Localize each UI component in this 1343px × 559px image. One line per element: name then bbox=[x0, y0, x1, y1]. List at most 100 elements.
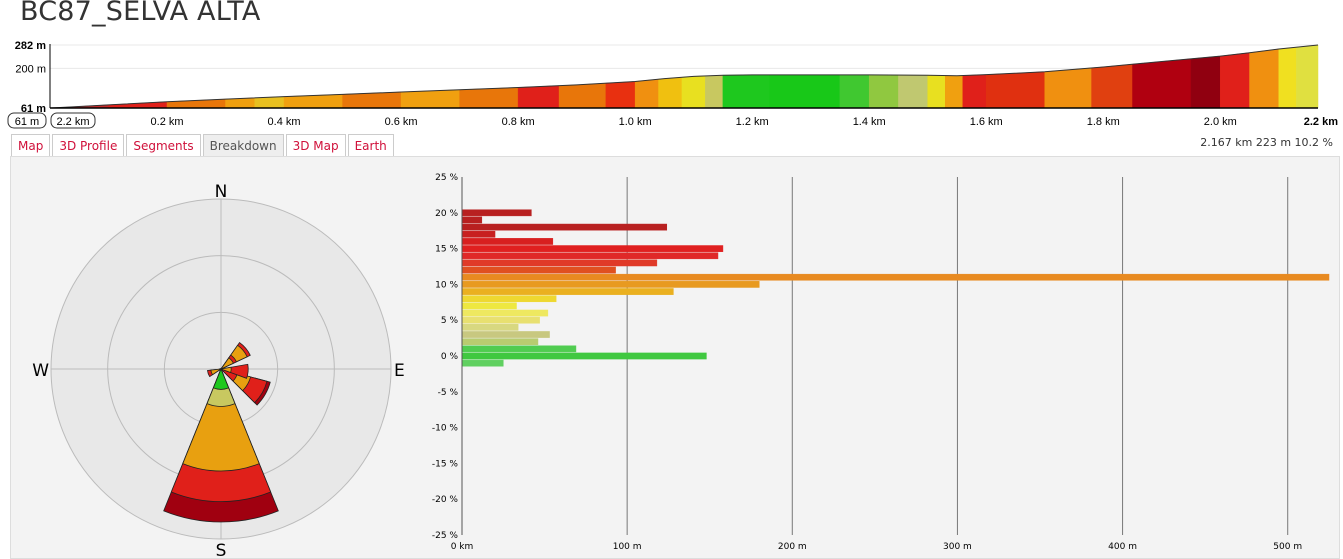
profile-x-tick-label: 0.4 km bbox=[268, 116, 301, 128]
profile-gradient-segment bbox=[1132, 58, 1192, 109]
histogram-bar bbox=[461, 281, 760, 288]
compass-north-label: N bbox=[215, 182, 228, 202]
direction-rose-chart: N S E W bbox=[32, 182, 405, 559]
tab-3d-profile[interactable]: 3D Profile bbox=[52, 134, 125, 157]
profile-gradient-segment bbox=[459, 87, 519, 109]
tab-earth[interactable]: Earth bbox=[347, 134, 394, 157]
histogram-y-tick-label: -25 % bbox=[432, 531, 459, 541]
profile-gradient-segment bbox=[1278, 46, 1297, 109]
rose-sector bbox=[219, 357, 234, 370]
histogram-y-tick-label: 25 % bbox=[435, 173, 458, 183]
rose-sector bbox=[182, 367, 260, 472]
histogram-bar bbox=[461, 331, 550, 338]
histogram-bar bbox=[461, 209, 532, 217]
elevation-profile-chart[interactable]: 282 m 200 m 61 m61 m 2.2 km 0.2 km 0.4 km 0.6 … bbox=[0, 38, 1343, 134]
rose-sector bbox=[210, 368, 222, 376]
histogram-y-tick-label: 5 % bbox=[441, 316, 459, 326]
profile-gradient-segment bbox=[898, 74, 928, 109]
profile-gradient-segment bbox=[868, 74, 899, 109]
histogram-bar bbox=[461, 295, 557, 303]
histogram-bar bbox=[461, 302, 517, 310]
profile-gradient-segment bbox=[1249, 48, 1280, 109]
tab-3d-map[interactable]: 3D Map bbox=[285, 134, 346, 157]
profile-y-tick-label: 282 m bbox=[15, 40, 46, 52]
histogram-x-tick-label: 0 km bbox=[451, 542, 474, 552]
profile-gradient-segment bbox=[1296, 44, 1319, 109]
histogram-bar bbox=[461, 309, 549, 317]
histogram-x-tick-label: 500 m bbox=[1273, 542, 1302, 552]
histogram-x-tick-label: 400 m bbox=[1108, 542, 1137, 552]
histogram-bar bbox=[461, 359, 504, 367]
profile-x-tick-label: 2.2 km bbox=[1304, 116, 1338, 128]
compass-south-label: S bbox=[216, 541, 227, 559]
profile-min-box[interactable] bbox=[7, 112, 47, 129]
profile-y-tick-label: 61 m bbox=[21, 103, 46, 115]
compass-east-label: E bbox=[394, 361, 405, 381]
profile-gradient-segment bbox=[839, 74, 870, 109]
profile-gradient-segment bbox=[605, 81, 636, 109]
histogram-bar bbox=[461, 245, 724, 252]
histogram-y-tick-label: -5 % bbox=[438, 388, 459, 398]
grade-histogram-chart: 0 km 100 m 200 m 300 m 400 m 500 m 25 % 20 % 15 … bbox=[432, 173, 1330, 552]
track-title: BC87_SELVA ALTA bbox=[20, 0, 261, 27]
profile-y-tick-label: 200 m bbox=[15, 63, 46, 75]
histogram-bar bbox=[461, 288, 674, 295]
histogram-y-tick-label: 0 % bbox=[441, 352, 459, 362]
tab-segments[interactable]: Segments bbox=[126, 134, 201, 157]
profile-gradient-segment bbox=[400, 89, 460, 109]
histogram-y-tick-label: 15 % bbox=[435, 245, 458, 255]
profile-x-tick-label: 1.4 km bbox=[853, 116, 886, 128]
profile-x-tick-label: 1.2 km bbox=[736, 116, 769, 128]
profile-gradient-segment bbox=[1220, 52, 1250, 109]
profile-gradient-segment bbox=[254, 96, 285, 109]
histogram-bar bbox=[461, 338, 539, 346]
profile-gradient-segment bbox=[558, 82, 607, 109]
summary-grade: 10.2 % bbox=[1294, 136, 1333, 149]
profile-gradient-segment bbox=[517, 85, 560, 109]
histogram-bar bbox=[461, 345, 577, 353]
histogram-x-tick-label: 300 m bbox=[943, 542, 972, 552]
tab-bar: Map 3D Profile Segments Breakdown 3D Map… bbox=[11, 134, 394, 157]
histogram-bar bbox=[461, 238, 554, 245]
profile-x-tick-label: 2.0 km bbox=[1204, 116, 1237, 128]
profile-line bbox=[49, 44, 1319, 109]
profile-gradient-segment bbox=[769, 74, 841, 109]
histogram-bar bbox=[461, 352, 707, 360]
histogram-y-tick-label: 10 % bbox=[435, 280, 458, 290]
profile-x-tick-label: 0.2 km bbox=[151, 116, 184, 128]
histogram-bar bbox=[461, 230, 496, 238]
compass-west-label: W bbox=[32, 361, 49, 381]
profile-gradient-segment bbox=[681, 75, 706, 109]
breakdown-panel: N S E W 0 km 100 m 200 m 300 m 400 m 500 m 25 % 20… bbox=[10, 156, 1340, 559]
histogram-bar bbox=[461, 216, 483, 224]
profile-gradient-segment bbox=[1190, 55, 1221, 109]
profile-x-tick-label: 1.0 km bbox=[619, 116, 652, 128]
rose-sector bbox=[219, 366, 232, 374]
histogram-bar bbox=[461, 273, 1330, 281]
histogram-y-tick-label: -10 % bbox=[432, 424, 459, 434]
summary-elevation: 223 m bbox=[1255, 136, 1292, 149]
profile-x-tick-label: 0.8 km bbox=[502, 116, 535, 128]
profile-x-tick-label: 1.6 km bbox=[970, 116, 1003, 128]
profile-min-label: 61 m bbox=[15, 116, 39, 128]
histogram-bar bbox=[461, 316, 540, 324]
rose-sector bbox=[219, 363, 249, 379]
histogram-x-tick-label: 200 m bbox=[778, 542, 807, 552]
profile-max-label: 2.2 km bbox=[56, 116, 89, 128]
profile-gradient-segment bbox=[705, 74, 724, 109]
profile-x-tick-label: 0.6 km bbox=[385, 116, 418, 128]
profile-gradient-segment bbox=[658, 76, 683, 109]
profile-gradient-segment bbox=[962, 74, 987, 109]
tab-map[interactable]: Map bbox=[11, 134, 51, 157]
profile-gradient-segment bbox=[722, 74, 770, 109]
histogram-bar bbox=[461, 266, 616, 274]
histogram-bar bbox=[461, 252, 719, 260]
rose-sector bbox=[212, 367, 230, 390]
tab-breakdown[interactable]: Breakdown bbox=[202, 134, 284, 157]
profile-gradient-segment bbox=[927, 74, 946, 109]
profile-x-tick-label: 1.8 km bbox=[1087, 116, 1120, 128]
profile-max-box[interactable] bbox=[50, 112, 96, 129]
profile-gradient-segment bbox=[1091, 63, 1133, 109]
summary-distance: 2.167 km bbox=[1200, 136, 1253, 149]
histogram-y-tick-label: -15 % bbox=[432, 459, 459, 469]
